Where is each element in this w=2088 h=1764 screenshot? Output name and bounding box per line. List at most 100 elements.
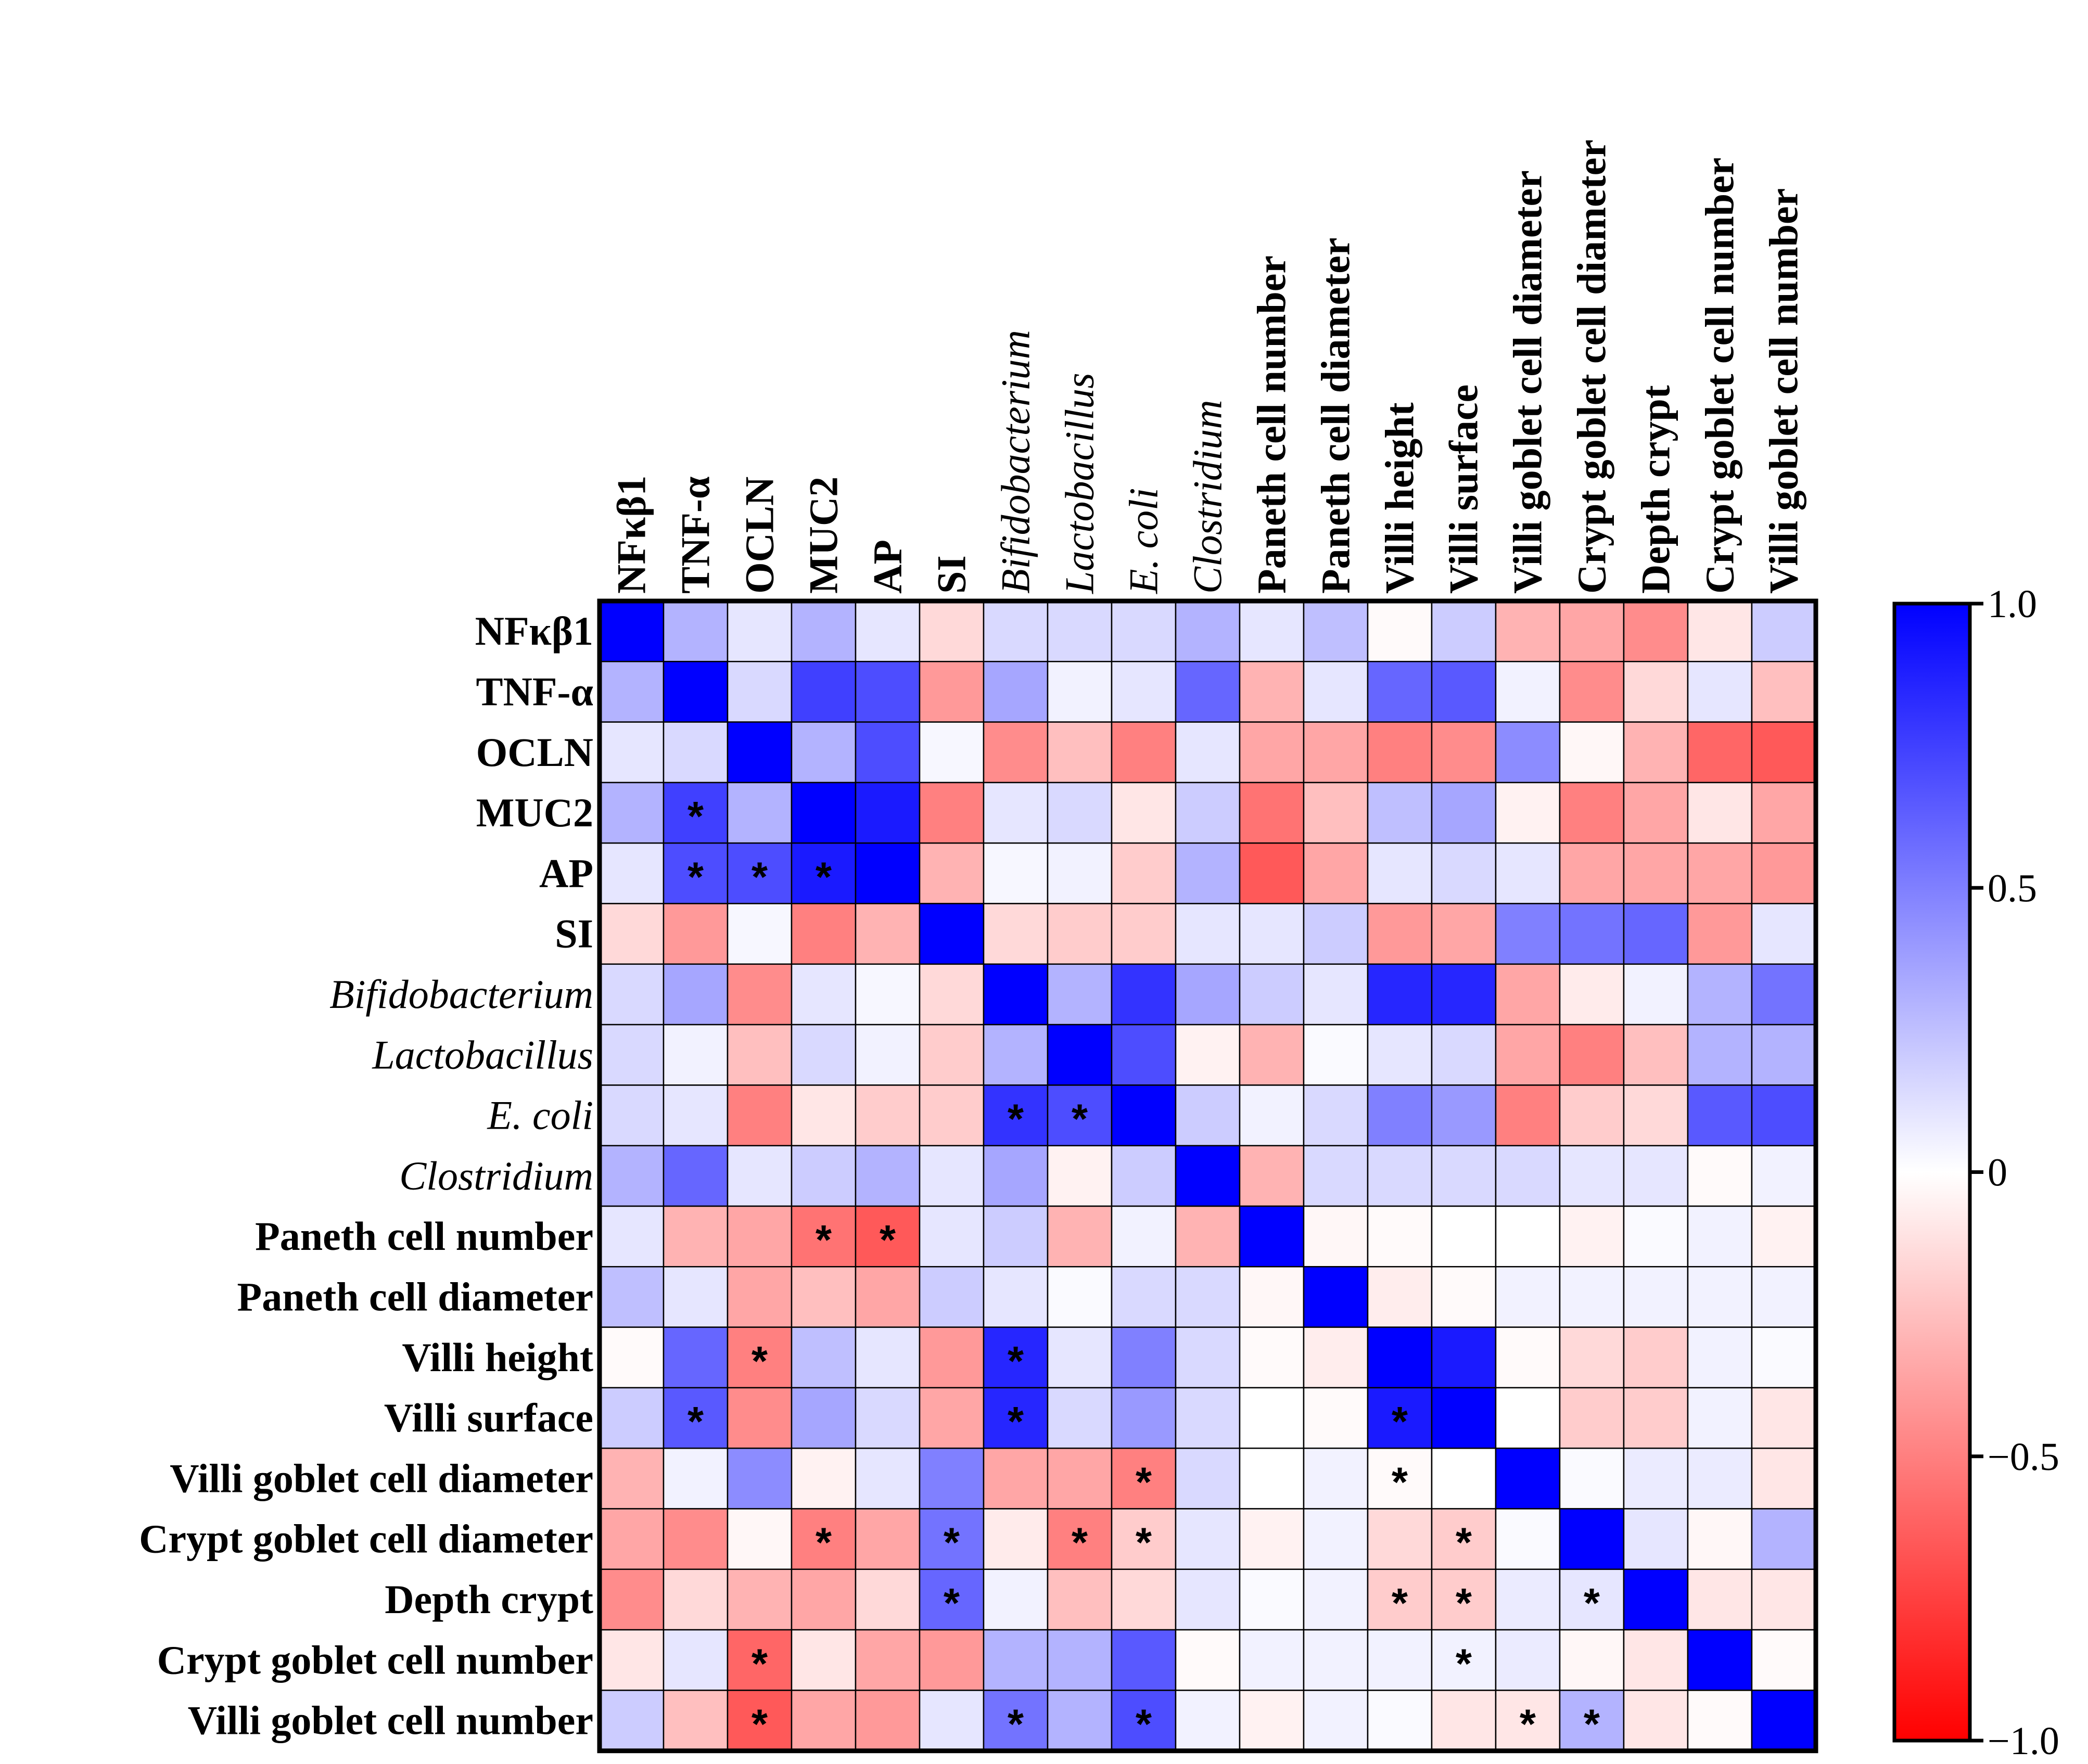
significance-star: * <box>1584 1580 1600 1626</box>
heatmap-cell <box>1111 1145 1177 1207</box>
heatmap-cell <box>1751 1266 1817 1328</box>
heatmap-cell <box>983 1205 1049 1268</box>
heatmap-cell <box>1303 1508 1369 1570</box>
heatmap-cell <box>1687 1084 1753 1146</box>
heatmap-cell <box>1431 782 1497 844</box>
heatmap-cell <box>919 1447 985 1510</box>
colorbar-tick-label: 0.5 <box>1988 866 2037 910</box>
heatmap-cell <box>1303 721 1369 784</box>
heatmap-cell <box>1367 1568 1433 1631</box>
colorbar-tick-label: 0 <box>1988 1151 2007 1195</box>
heatmap-cell <box>663 1690 729 1752</box>
row-label: Paneth cell diameter <box>237 1274 593 1319</box>
heatmap-cell <box>919 1145 985 1207</box>
heatmap-cell <box>1239 1024 1305 1086</box>
column-label: Paneth cell diameter <box>1313 238 1358 594</box>
heatmap-cell <box>1047 782 1113 844</box>
significance-star: * <box>944 1519 960 1566</box>
significance-star: * <box>752 1338 768 1384</box>
heatmap-cell <box>727 721 793 784</box>
heatmap-cell <box>1175 1024 1241 1086</box>
heatmap-cell <box>1559 1205 1625 1268</box>
heatmap-cell <box>1687 721 1753 784</box>
colorbar-gradient <box>1892 602 1972 1743</box>
significance-star: * <box>1456 1580 1472 1626</box>
heatmap-cell <box>1687 1266 1753 1328</box>
heatmap-cell <box>1047 963 1113 1026</box>
heatmap-cell <box>599 1084 665 1146</box>
heatmap-cell <box>983 1387 1049 1449</box>
significance-star: * <box>1584 1701 1600 1747</box>
heatmap-cell <box>1111 782 1177 844</box>
significance-star: * <box>687 1398 704 1445</box>
heatmap-cell <box>727 1568 793 1631</box>
column-label: Villi goblet cell diameter <box>1505 170 1550 594</box>
significance-star: * <box>687 793 704 839</box>
heatmap-cell <box>663 661 729 723</box>
heatmap-cell <box>1559 903 1625 965</box>
heatmap-cell <box>1111 842 1177 904</box>
heatmap-cell <box>1047 842 1113 904</box>
heatmap-cell <box>1239 903 1305 965</box>
heatmap-cell <box>1239 963 1305 1026</box>
heatmap-cell <box>663 1084 729 1146</box>
heatmap-cell <box>1111 1508 1177 1570</box>
heatmap-cell <box>1751 782 1817 844</box>
heatmap-cell <box>1047 1326 1113 1389</box>
column-label: NFκβ1 <box>609 476 654 594</box>
heatmap-cell <box>1687 1690 1753 1752</box>
row-label: OCLN <box>476 730 593 775</box>
heatmap-cell <box>727 1690 793 1752</box>
heatmap-cell <box>855 1145 921 1207</box>
heatmap-cell <box>1559 1084 1625 1146</box>
heatmap-cell <box>599 1508 665 1570</box>
heatmap-cell <box>1687 1629 1753 1691</box>
heatmap-cell <box>1239 1145 1305 1207</box>
column-label: Depth crypt <box>1633 385 1678 594</box>
heatmap-cell <box>599 963 665 1026</box>
heatmap-cell <box>1047 1266 1113 1328</box>
heatmap-cell <box>983 1326 1049 1389</box>
heatmap-cell <box>1367 1690 1433 1752</box>
heatmap-cell <box>1751 1145 1817 1207</box>
heatmap-cell <box>727 1145 793 1207</box>
significance-star: * <box>1456 1640 1472 1686</box>
heatmap-cell <box>1047 1024 1113 1086</box>
column-label: Paneth cell number <box>1249 255 1294 594</box>
significance-star: * <box>1136 1701 1152 1747</box>
heatmap-cell <box>1367 1205 1433 1268</box>
row-label: Bifidobacterium <box>329 972 593 1017</box>
heatmap-cell <box>791 1629 857 1691</box>
heatmap-cell <box>599 1205 665 1268</box>
heatmap-cell <box>1687 1205 1753 1268</box>
heatmap-cell <box>1623 963 1689 1026</box>
heatmap-cell <box>1751 1690 1817 1752</box>
heatmap-cell <box>1431 963 1497 1026</box>
significance-star: * <box>816 1519 832 1566</box>
heatmap-cell <box>1239 1387 1305 1449</box>
heatmap-cell <box>791 721 857 784</box>
heatmap-cell <box>663 1508 729 1570</box>
heatmap-cell <box>1111 1568 1177 1631</box>
significance-star: * <box>1072 1096 1088 1142</box>
heatmap-cell <box>919 1266 985 1328</box>
heatmap-cell <box>1303 1447 1369 1510</box>
heatmap-cell <box>599 1447 665 1510</box>
significance-star: * <box>880 1217 896 1263</box>
heatmap-cell <box>1175 903 1241 965</box>
column-label: Villi goblet cell number <box>1761 188 1806 594</box>
row-label: AP <box>539 850 593 896</box>
heatmap-cell <box>1367 1145 1433 1207</box>
heatmap-cell <box>983 903 1049 965</box>
heatmap-cell <box>1495 1447 1561 1510</box>
heatmap-cell <box>1751 842 1817 904</box>
heatmap-cell <box>1751 1508 1817 1570</box>
significance-star: * <box>1392 1580 1408 1626</box>
heatmap-cell <box>599 782 665 844</box>
row-label: SI <box>555 911 593 956</box>
heatmap-cell <box>1303 1568 1369 1631</box>
heatmap-cell <box>1303 1266 1369 1328</box>
heatmap-cell <box>983 1266 1049 1328</box>
heatmap-cell <box>919 782 985 844</box>
